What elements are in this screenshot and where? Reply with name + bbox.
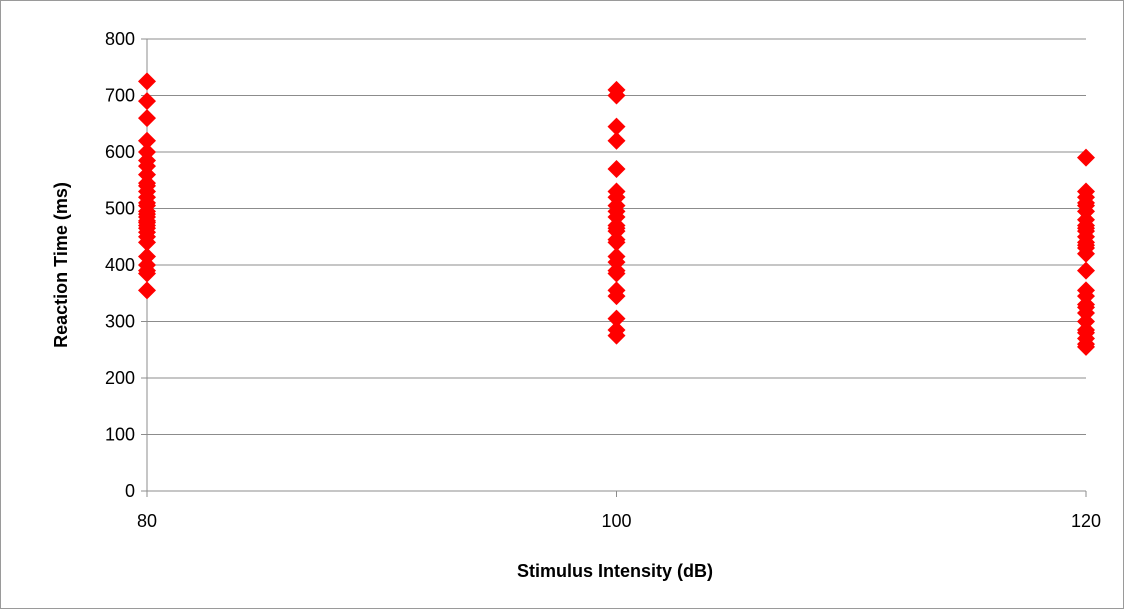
- y-axis-title: Reaction Time (ms): [51, 182, 71, 348]
- data-point: [607, 309, 626, 328]
- y-tick-label: 800: [105, 29, 135, 49]
- data-point: [138, 193, 156, 212]
- data-points: [138, 72, 1095, 356]
- data-point: [138, 281, 156, 300]
- data-point: [1077, 337, 1095, 356]
- x-tick-label: 120: [1071, 511, 1101, 531]
- data-point: [138, 143, 156, 161]
- data-point: [1077, 148, 1095, 167]
- y-tick-label: 700: [105, 86, 135, 106]
- data-point: [1077, 193, 1095, 212]
- x-tick-label: 100: [601, 511, 631, 531]
- y-tick-label: 500: [105, 199, 135, 219]
- y-tick-label: 0: [125, 481, 135, 501]
- data-point: [607, 326, 626, 345]
- data-point: [607, 233, 626, 252]
- data-point: [607, 86, 626, 105]
- data-point: [1077, 261, 1095, 280]
- data-point: [607, 287, 626, 306]
- y-tick-labels: 0 100 200 300 400 500 600 700 800: [105, 29, 135, 501]
- x-tick-label: 80: [137, 511, 157, 531]
- data-point: [607, 159, 626, 178]
- data-point: [1077, 298, 1095, 317]
- data-point: [138, 109, 156, 128]
- data-point: [607, 264, 626, 283]
- y-tick-label: 300: [105, 312, 135, 332]
- data-point: [138, 131, 156, 150]
- data-point: [607, 117, 626, 136]
- data-point: [1077, 219, 1095, 238]
- data-point: [138, 72, 156, 91]
- x-axis-title: Stimulus Intensity (dB): [517, 561, 713, 581]
- data-point: [138, 233, 156, 252]
- y-tick-label: 100: [105, 425, 135, 445]
- data-point: [607, 131, 626, 150]
- data-point: [607, 222, 626, 241]
- data-point: [138, 264, 156, 283]
- data-point: [138, 176, 156, 195]
- y-tick-label: 200: [105, 368, 135, 388]
- data-point: [1077, 244, 1095, 263]
- x-tick-labels: 80 100 120: [137, 511, 1101, 531]
- data-point: [138, 213, 156, 232]
- y-tick-label: 600: [105, 142, 135, 162]
- data-point: [138, 92, 156, 111]
- y-tick-label: 400: [105, 255, 135, 275]
